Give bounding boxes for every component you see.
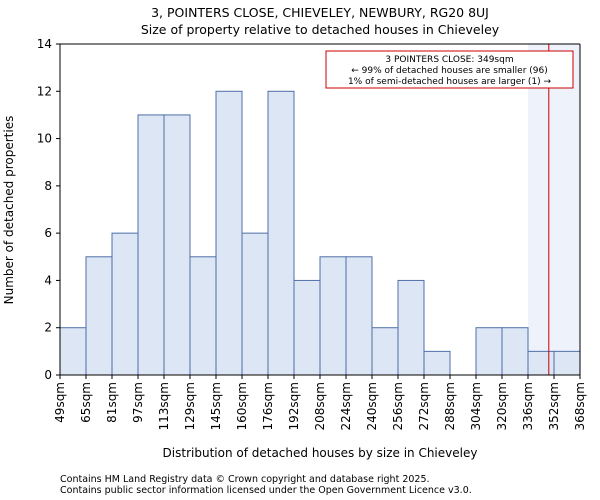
x-tick-label: 368sqm [573,382,587,430]
bar-272sqm [423,350,451,376]
x-tick-label: 224sqm [339,382,353,430]
bar-256sqm [397,279,425,376]
x-tick-label: 145sqm [209,382,223,430]
bar-240sqm [371,327,399,376]
y-tick-label: 2 [44,321,52,335]
y-tick-label: 10 [37,132,52,146]
bar-145sqm [215,90,243,376]
bar-304sqm [475,327,503,376]
annotation-line-1: 3 POINTERS CLOSE: 349sqm [385,55,513,65]
annotation-box [325,50,574,89]
y-tick-label: 8 [44,179,52,193]
y-axis-label: Number of detached properties [2,116,16,305]
x-tick-label: 65sqm [79,382,93,423]
bar-352sqm [553,350,581,376]
highlight-region [528,44,580,375]
bar-192sqm [293,279,321,376]
y-tick-label: 14 [37,37,52,51]
annotation-line-2: ← 99% of detached houses are smaller (96… [351,66,548,76]
x-tick-label: 240sqm [365,382,379,430]
x-axis-label: Distribution of detached houses by size … [163,446,478,460]
x-tick-label: 192sqm [287,382,301,430]
y-tick-label: 6 [44,226,52,240]
bar-113sqm [163,114,191,376]
x-tick-label: 129sqm [183,382,197,430]
x-tick-label: 81sqm [105,382,119,423]
y-tick-label: 12 [37,84,52,98]
footer-line-2: Contains public sector information licen… [60,485,472,496]
chart-title: 3, POINTERS CLOSE, CHIEVELEY, NEWBURY, R… [151,5,489,20]
x-tick-label: 176sqm [261,382,275,430]
y-tick-label: 0 [44,368,52,382]
x-tick-label: 208sqm [313,382,327,430]
bar-176sqm [267,90,295,376]
x-tick-label: 304sqm [469,382,483,430]
x-tick-label: 160sqm [235,382,249,430]
x-tick-label: 320sqm [495,382,509,430]
bar-336sqm [527,350,555,376]
x-tick-label: 97sqm [131,382,145,423]
bar-81sqm [111,232,139,376]
x-tick-label: 352sqm [547,382,561,430]
bar-97sqm [137,114,165,376]
x-tick-label: 272sqm [417,382,431,430]
bar-129sqm [189,256,217,376]
bar-160sqm [241,232,269,376]
bar-49sqm [59,327,87,376]
bar-208sqm [319,256,347,376]
chart-subtitle: Size of property relative to detached ho… [141,22,500,37]
footer-line-1: Contains HM Land Registry data © Crown c… [60,474,430,485]
x-tick-label: 288sqm [443,382,457,430]
x-tick-label: 256sqm [391,382,405,430]
bar-65sqm [85,256,113,376]
bar-224sqm [345,256,373,376]
y-tick-label: 4 [44,273,52,287]
x-tick-label: 113sqm [157,382,171,430]
x-tick-label: 49sqm [53,382,67,423]
annotation-line-3: 1% of semi-detached houses are larger (1… [348,77,552,87]
bar-320sqm [501,327,529,376]
x-tick-label: 336sqm [521,382,535,430]
